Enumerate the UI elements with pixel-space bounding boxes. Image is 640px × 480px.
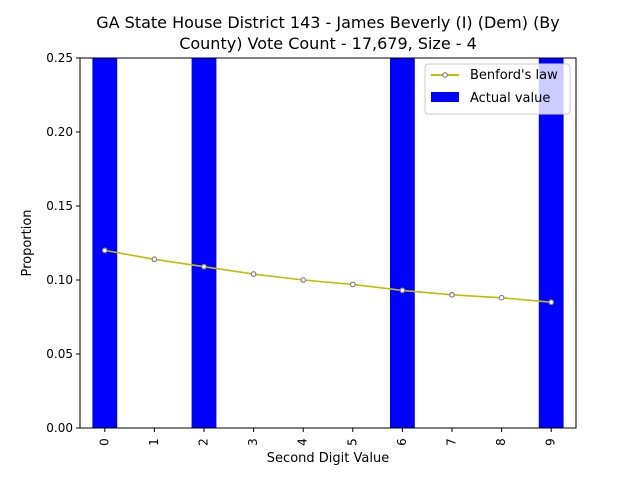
y-tick-label: 0.10 xyxy=(46,273,73,287)
x-tick-label: 3 xyxy=(246,438,260,446)
y-tick-label: 0.00 xyxy=(46,421,73,435)
bars-group xyxy=(92,58,564,428)
x-tick-label: 2 xyxy=(197,438,211,446)
benford-line-group xyxy=(101,247,555,306)
bar-digit-0 xyxy=(92,58,118,428)
benford-point-1 xyxy=(151,256,158,263)
legend: Benford's law Actual value xyxy=(424,63,571,115)
benford-point-3 xyxy=(250,271,257,277)
x-tick-label: 9 xyxy=(544,438,558,446)
y-axis: 0.00 0.05 0.10 0.15 0.20 0.25 xyxy=(46,51,80,435)
x-tick-label: 5 xyxy=(345,438,359,446)
benford-point-6 xyxy=(399,287,406,294)
benford-point-0 xyxy=(101,247,108,254)
legend-benford-marker-swatch xyxy=(442,72,448,78)
legend-box xyxy=(424,63,571,115)
x-tick-label: 7 xyxy=(445,438,459,446)
benford-point-9 xyxy=(548,299,555,306)
y-tick-label: 0.25 xyxy=(46,51,73,65)
benford-point-4 xyxy=(300,277,307,283)
bar-digit-2 xyxy=(191,58,217,428)
y-tick-label: 0.15 xyxy=(46,199,73,213)
bar-digit-6 xyxy=(390,58,415,428)
y-axis-label: Proportion xyxy=(20,209,35,276)
benford-point-8 xyxy=(498,294,505,301)
x-tick-label: 0 xyxy=(97,438,111,446)
x-tick-label: 4 xyxy=(296,438,310,446)
benford-point-2 xyxy=(201,263,207,270)
legend-actual-bar-swatch xyxy=(431,92,459,102)
x-axis: 0 1 2 3 4 5 6 7 8 9 xyxy=(97,428,558,446)
chart-title-line-1: GA State House District 143 - James Beve… xyxy=(96,13,560,32)
benford-point-7 xyxy=(449,291,455,298)
benford-line xyxy=(104,249,552,303)
x-axis-label: Second Digit Value xyxy=(267,451,389,466)
x-tick-label: 8 xyxy=(494,438,508,446)
bar-digit-9 xyxy=(538,58,564,428)
legend-actual-label: Actual value xyxy=(470,91,550,106)
y-tick-label: 0.05 xyxy=(46,347,73,361)
benford-point-5 xyxy=(349,281,356,288)
plot-frame xyxy=(79,57,577,429)
chart-title-line-2: County) Vote Count - 17,679, Size - 4 xyxy=(179,34,477,53)
y-tick-label: 0.20 xyxy=(46,125,73,139)
x-tick-label: 1 xyxy=(147,438,161,446)
x-tick-label: 6 xyxy=(395,438,409,446)
legend-benford-label: Benford's law xyxy=(470,68,558,83)
